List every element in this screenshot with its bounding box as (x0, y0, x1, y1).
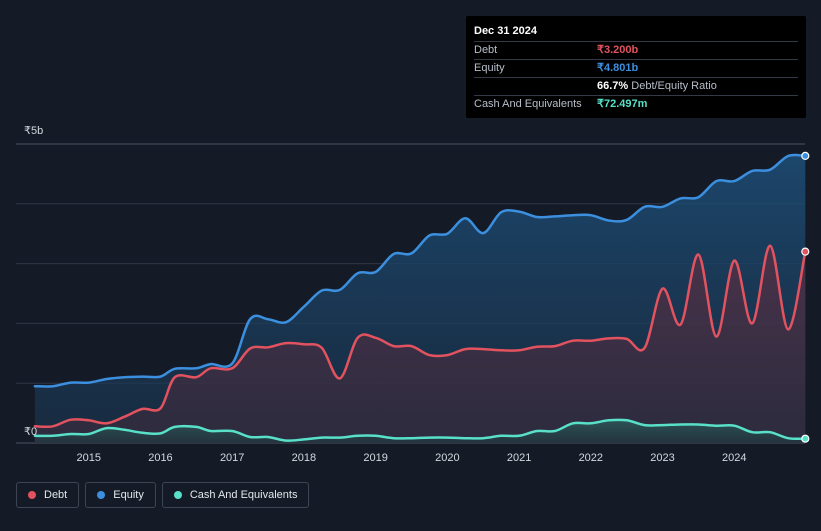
legend: Debt Equity Cash And Equivalents (16, 482, 310, 508)
x-tick-label: 2023 (650, 452, 674, 464)
series-lines (33, 153, 807, 442)
equity-end-marker (801, 151, 810, 161)
tooltip-label (474, 78, 597, 95)
x-tick-label: 2020 (435, 452, 459, 464)
tooltip-row-cash: Cash And Equivalents ₹72.497m (474, 95, 798, 113)
cash-and-equivalents-end-marker (801, 434, 810, 443)
equity-line (33, 153, 807, 388)
x-tick-label: 2015 (76, 452, 100, 464)
end-markers (801, 151, 810, 443)
x-tick-label: 2019 (363, 452, 387, 464)
equity-dot-icon (97, 491, 106, 499)
legend-label: Debt (44, 489, 68, 501)
x-tick-label: 2016 (148, 452, 172, 464)
axis-labels: ₹5b ₹0 2015 2016 2017 2018 2019 2020 2021 2022 202… (24, 125, 747, 464)
tooltip-suffix: Debt/Equity Ratio (631, 80, 717, 92)
tooltip-row-ratio: 66.7% Debt/Equity Ratio (474, 77, 798, 95)
debt-line (33, 244, 807, 429)
legend-item-cash[interactable]: Cash And Equivalents (161, 482, 310, 508)
x-tick-label: 2021 (507, 452, 531, 464)
tooltip-row-equity: Equity ₹4.801b (474, 59, 798, 77)
x-tick-label: 2022 (579, 452, 603, 464)
tooltip-row-debt: Debt ₹3.200b (474, 41, 798, 59)
cash-and-equivalents-line (33, 418, 807, 442)
legend-label: Equity (113, 489, 144, 501)
x-tick-label: 2017 (220, 452, 244, 464)
tooltip-value: ₹4.801b (597, 62, 639, 74)
x-tick-label: 2024 (722, 452, 746, 464)
y-tick-label-bottom: ₹0 (24, 426, 37, 438)
tooltip-date: Dec 31 2024 (474, 25, 537, 37)
legend-item-debt[interactable]: Debt (16, 482, 80, 508)
tooltip-label: Debt (474, 44, 498, 56)
tooltip-value: 66.7% (597, 80, 629, 92)
cash-and-equivalents-area (34, 419, 806, 443)
y-tick-label-top: ₹5b (24, 125, 43, 137)
legend-item-equity[interactable]: Equity (85, 482, 156, 508)
tooltip-label: Equity (474, 62, 505, 74)
debt-dot-icon (28, 491, 36, 499)
legend-label: Cash And Equivalents (189, 489, 298, 501)
tooltip-value: ₹3.200b (597, 44, 639, 56)
tooltip-label: Cash And Equivalents (474, 98, 582, 110)
debt-area (34, 245, 806, 443)
series-areas (34, 154, 806, 444)
cash-dot-icon (173, 491, 182, 499)
x-tick-label: 2018 (292, 452, 316, 464)
tooltip-panel: Dec 31 2024 Debt ₹3.200b Equity ₹4.801b … (466, 16, 806, 118)
tooltip-value: ₹72.497m (597, 98, 648, 110)
debt-end-marker (801, 247, 810, 256)
